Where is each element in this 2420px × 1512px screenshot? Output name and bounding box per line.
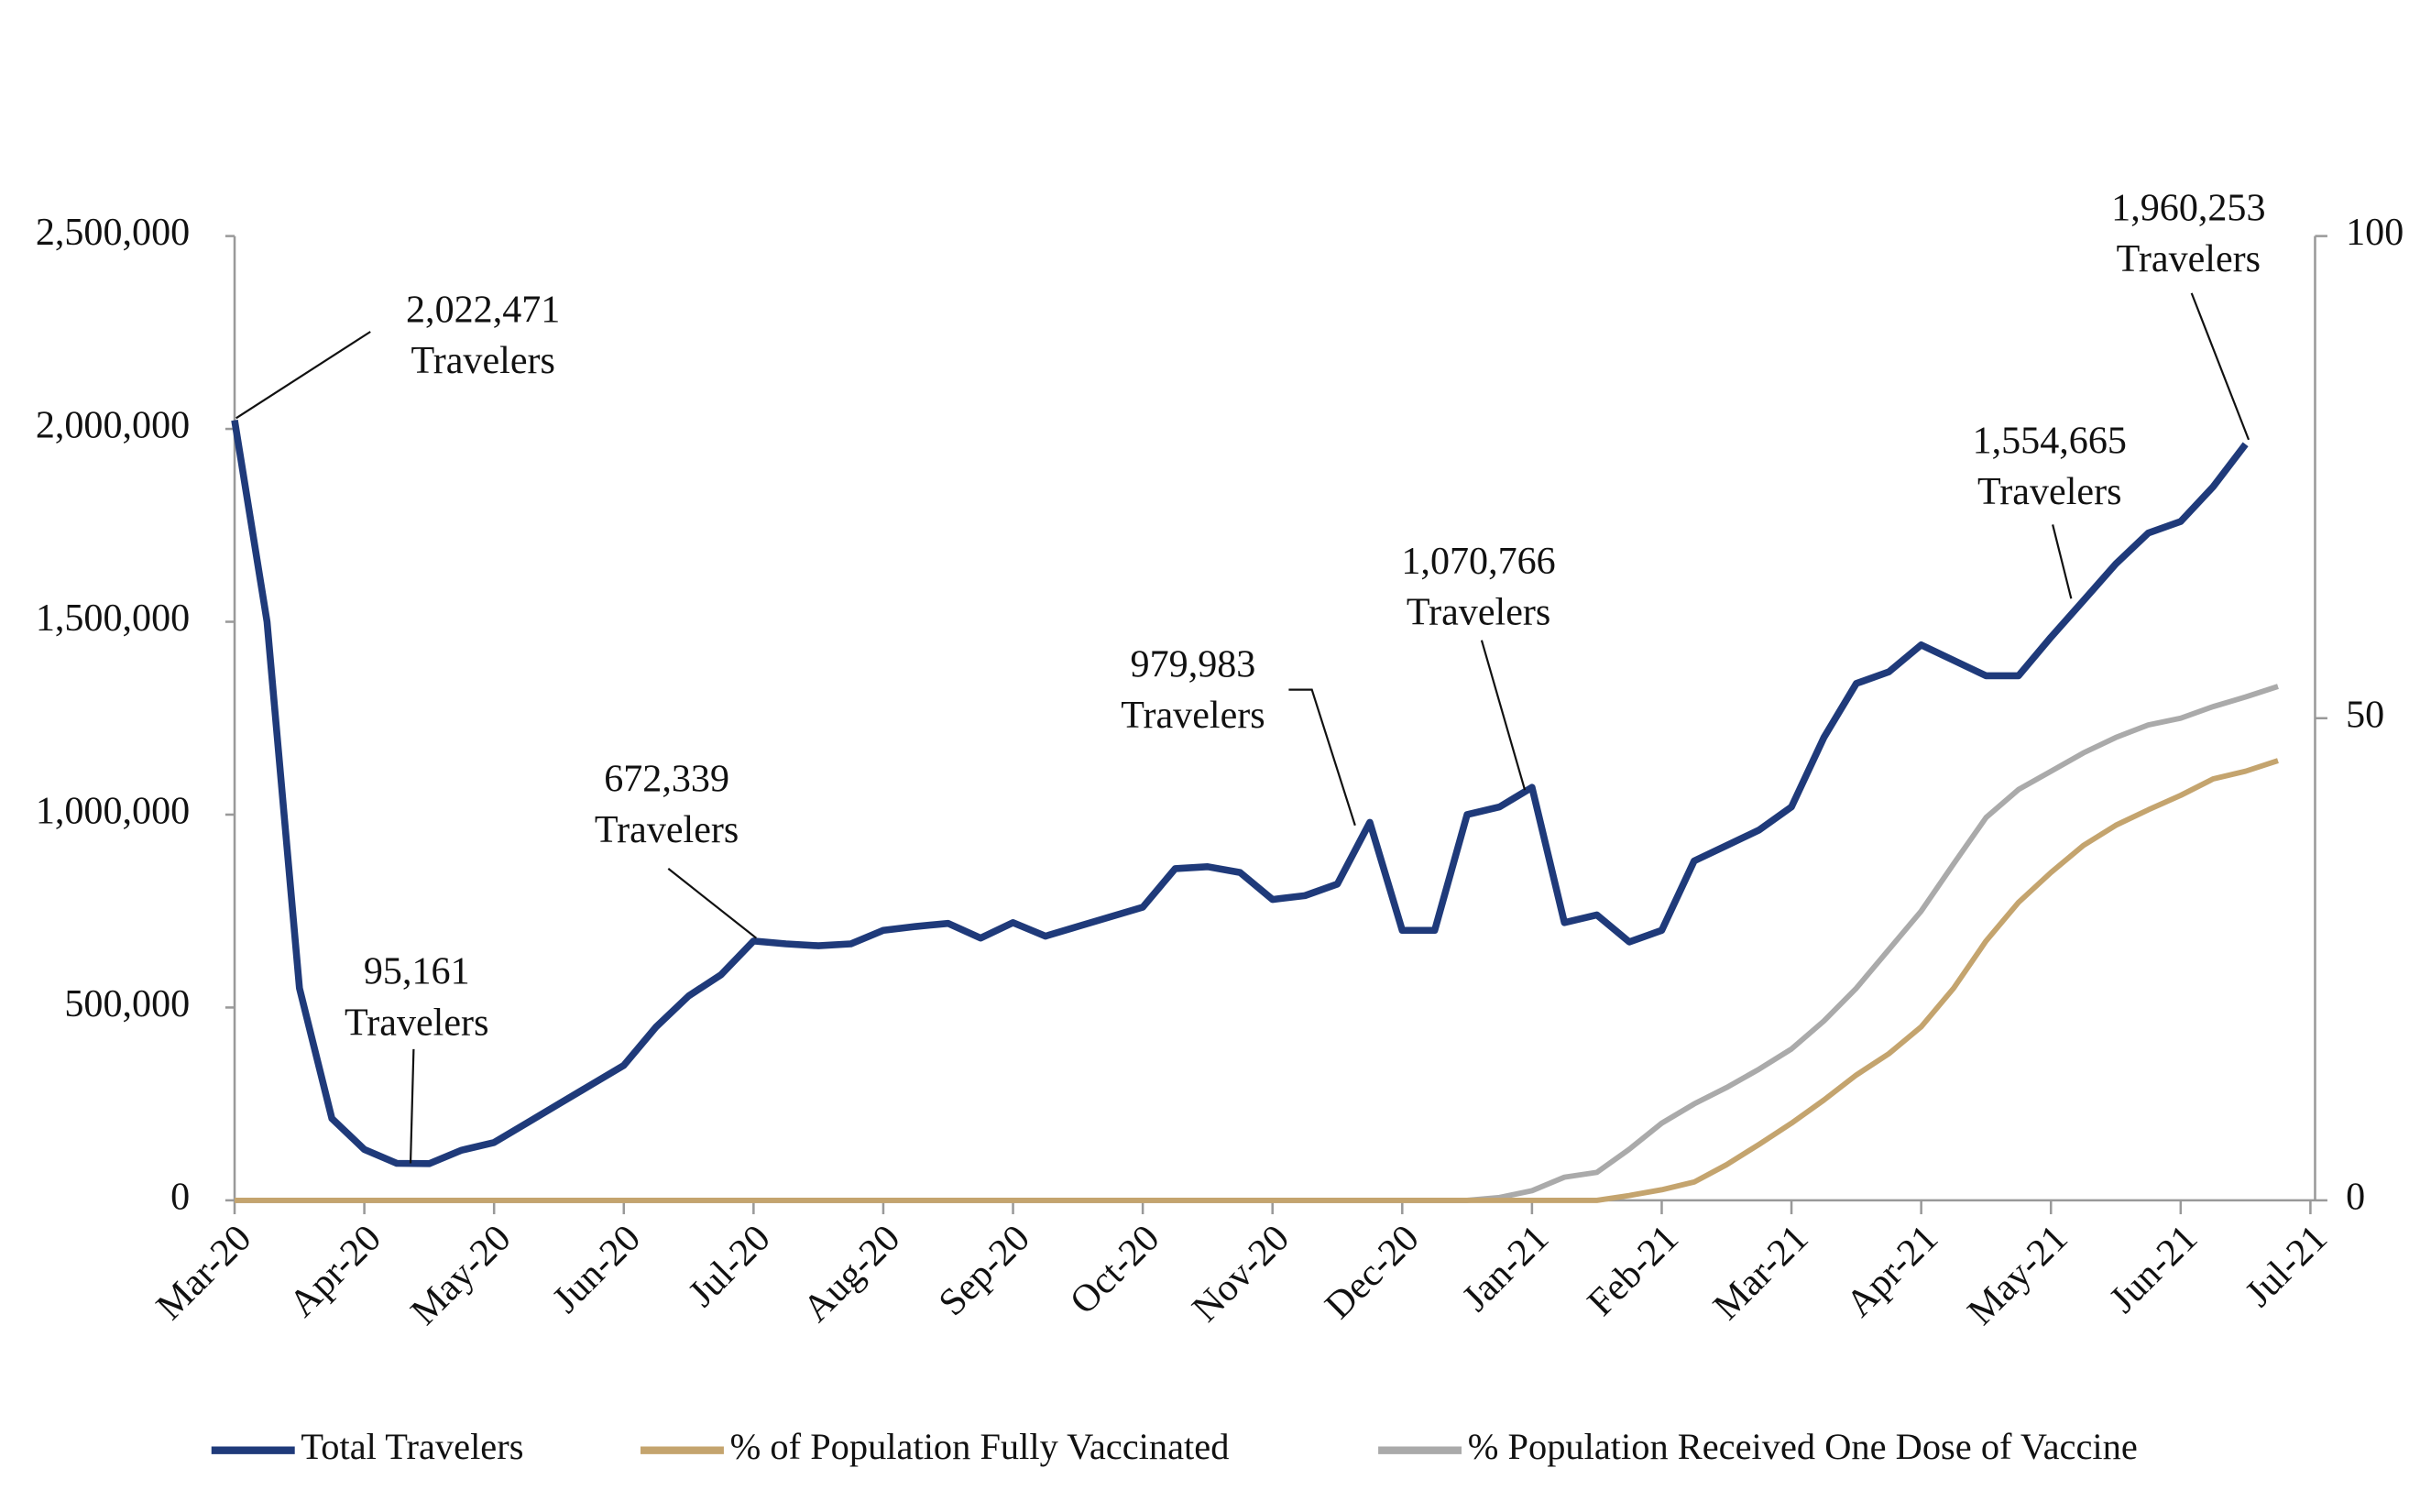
x-tick-label: Dec-20	[1317, 1217, 1428, 1328]
y-tick-label: 2,500,000	[36, 211, 190, 254]
annotation-pointer	[2052, 524, 2073, 599]
annotation-text: Travelers	[2117, 237, 2261, 280]
y-tick-label: 2,000,000	[36, 404, 190, 447]
annotation-text: Travelers	[345, 1001, 488, 1044]
x-tick-label: Sep-20	[930, 1217, 1038, 1325]
y-tick-label: 0	[170, 1176, 190, 1219]
annotation-text: 979,983	[1131, 643, 1256, 686]
y-tick-label: 500,000	[64, 982, 190, 1025]
x-tick-label: May-21	[1959, 1217, 2075, 1333]
x-tick-label: Oct-20	[1062, 1217, 1168, 1323]
annotation-pointer	[1288, 688, 1356, 827]
annotation-pointer	[667, 868, 757, 939]
y2-tick-label: 0	[2346, 1176, 2365, 1219]
legend-label: Total Travelers	[301, 1426, 523, 1467]
annotation-text: 1,070,766	[1401, 540, 1555, 583]
x-tick-label: Aug-20	[794, 1217, 908, 1331]
annotation-text: Travelers	[1121, 694, 1265, 737]
x-tick-label: Jul-21	[2237, 1217, 2336, 1316]
series-line	[235, 684, 2279, 1203]
annotation-text: Travelers	[595, 808, 739, 851]
series-line	[231, 419, 2249, 1167]
annotation-text: Travelers	[1977, 470, 2121, 513]
x-tick-label: Jan-21	[1454, 1217, 1558, 1320]
y2-tick-label: 100	[2346, 211, 2404, 254]
annotation-text: 95,161	[364, 950, 470, 993]
series-line	[235, 758, 2279, 1203]
annotation-text: 1,554,665	[1973, 420, 2127, 463]
x-tick-label: Jun-21	[2101, 1217, 2206, 1321]
legend-label: % Population Received One Dose of Vaccin…	[1468, 1426, 2138, 1467]
x-tick-label: Nov-20	[1184, 1217, 1298, 1331]
x-tick-label: Apr-20	[280, 1217, 389, 1326]
annotation-text: 672,339	[604, 757, 729, 800]
annotation-pointer	[235, 331, 371, 420]
y2-tick-label: 50	[2346, 693, 2384, 736]
legend-label: % of Population Fully Vaccinated	[730, 1426, 1230, 1467]
annotation-pointer	[409, 1048, 415, 1164]
annotation-text: 2,022,471	[406, 288, 560, 331]
annotation-text: 1,960,253	[2111, 186, 2265, 229]
annotation-text: Travelers	[411, 339, 554, 382]
x-tick-label: Feb-21	[1579, 1217, 1687, 1325]
x-tick-label: Mar-21	[1705, 1217, 1817, 1329]
y-tick-label: 1,000,000	[36, 790, 190, 833]
annotation-pointer	[2190, 292, 2250, 441]
x-tick-label: Jun-20	[544, 1217, 649, 1321]
x-tick-label: Mar-20	[148, 1217, 259, 1329]
y-tick-label: 1,500,000	[36, 597, 190, 640]
x-tick-label: Jul-20	[680, 1217, 779, 1316]
annotation-text: Travelers	[1407, 590, 1550, 633]
x-tick-label: Apr-21	[1837, 1217, 1946, 1326]
x-tick-label: May-20	[402, 1217, 519, 1333]
annotation-pointer	[1480, 640, 1527, 791]
